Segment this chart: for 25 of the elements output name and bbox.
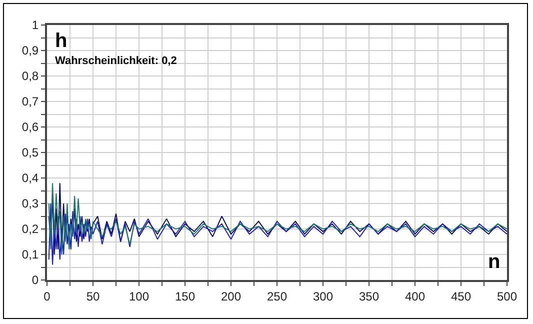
y-tick-label: 0,4 xyxy=(22,171,39,186)
x-axis-title: n xyxy=(488,251,500,273)
annotation: Wahrscheinlichkeit: 0,2 xyxy=(55,55,177,67)
x-tick-label: 350 xyxy=(358,289,380,304)
y-tick-label: 0,9 xyxy=(22,44,39,58)
y-axis-title: h xyxy=(55,30,68,52)
y-tick-label: 0,7 xyxy=(22,94,39,109)
x-tick-label: 50 xyxy=(86,289,100,304)
y-tick-label: 1 xyxy=(32,18,39,32)
y-tick-label: 0,8 xyxy=(22,69,39,84)
y-tick-label: 0,6 xyxy=(22,120,39,134)
x-tick-label: 250 xyxy=(266,289,288,304)
y-tick-label: 0,2 xyxy=(22,222,39,236)
x-tick-label: 400 xyxy=(404,289,426,304)
y-tick-label: 0,3 xyxy=(22,196,39,211)
x-tick-label: 100 xyxy=(128,289,150,304)
x-tick-label: 450 xyxy=(450,289,472,304)
x-tick-label: 500 xyxy=(496,289,518,304)
x-tick-label: 200 xyxy=(220,289,242,304)
y-tick-label: 0,5 xyxy=(22,146,39,160)
x-tick-label: 0 xyxy=(44,289,51,304)
y-tick-label: 0,1 xyxy=(22,248,39,262)
x-tick-label: 300 xyxy=(312,289,334,304)
y-tick-label: 0 xyxy=(32,273,39,288)
x-tick-label: 150 xyxy=(174,289,196,304)
